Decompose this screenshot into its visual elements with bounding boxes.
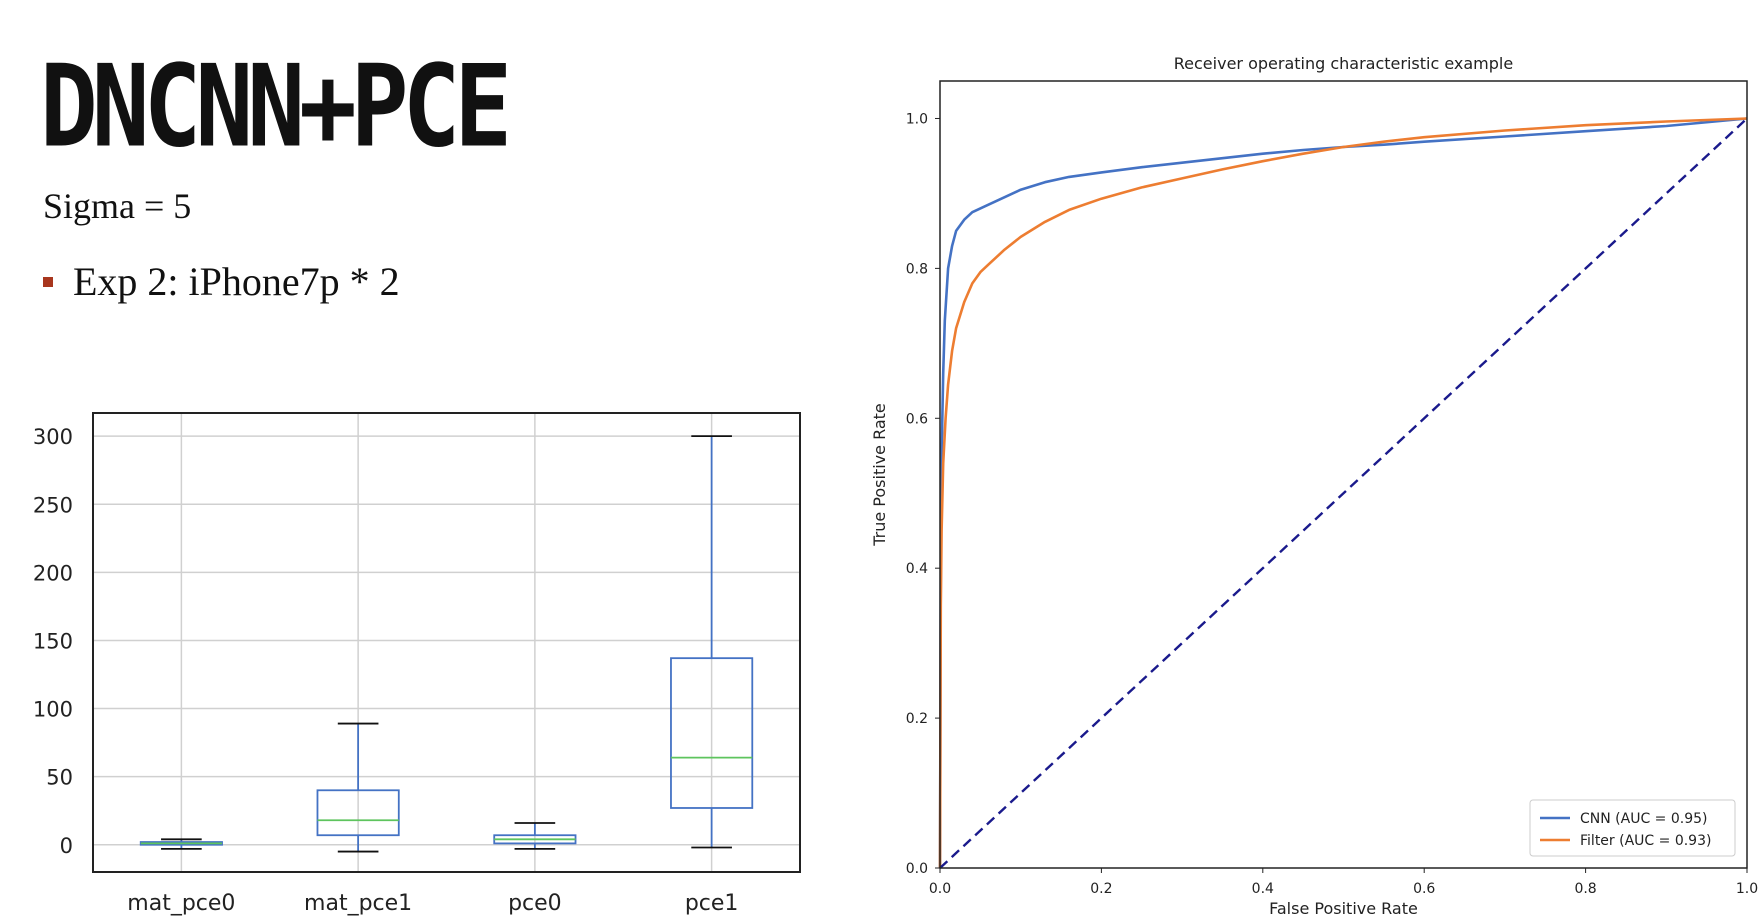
- y-tick-label: 100: [33, 698, 73, 722]
- y-tick-label: 50: [46, 766, 73, 790]
- x-tick-label: 0.0: [929, 881, 951, 897]
- y-tick-label: 0.6: [906, 411, 928, 427]
- y-tick-label: 0.2: [906, 711, 928, 727]
- y-tick-label: 300: [33, 425, 73, 449]
- x-tick-label: mat_pce0: [127, 891, 235, 916]
- series-line: [938, 117, 1748, 869]
- y-tick-label: 0.4: [906, 561, 928, 577]
- y-tick-label: 0.8: [906, 261, 928, 277]
- y-axis-label: True Positive Rate: [870, 403, 889, 547]
- plot-frame: [939, 80, 1748, 869]
- chart-title: Receiver operating characteristic exampl…: [1174, 54, 1513, 73]
- legend-label: CNN (AUC = 0.95): [1580, 811, 1708, 827]
- y-tick-label: 1.0: [906, 111, 928, 127]
- iqr-box: [316, 789, 400, 837]
- slide-title: DNCNN+PCE: [40, 40, 512, 173]
- y-tick-label: 0: [60, 834, 73, 858]
- bullet-square-icon: [43, 276, 53, 287]
- series-line: [938, 117, 1748, 869]
- legend-label: Filter (AUC = 0.93): [1580, 833, 1711, 849]
- legend: CNN (AUC = 0.95) Filter (AUC = 0.93): [1529, 799, 1736, 857]
- legend-box: [1529, 799, 1736, 857]
- chance-line: [939, 117, 1748, 869]
- x-tick-label: pce0: [508, 891, 562, 916]
- x-tick-label: mat_pce1: [304, 891, 412, 916]
- iqr-box: [670, 657, 754, 809]
- x-tick-label: 0.8: [1574, 881, 1596, 897]
- x-tick-label: 0.4: [1252, 881, 1274, 897]
- slide-subtitle: Sigma = 5: [43, 186, 192, 226]
- x-tick-label: 0.2: [1090, 881, 1112, 897]
- plot-frame: [92, 412, 801, 873]
- bullet-item: Exp 2: iPhone7p * 2: [43, 258, 400, 305]
- y-tick-label: 200: [33, 561, 73, 585]
- y-tick-label: 0.0: [906, 861, 928, 877]
- x-axis-label: False Positive Rate: [1269, 899, 1418, 918]
- y-tick-label: 150: [33, 629, 73, 653]
- x-tick-label: pce1: [685, 891, 739, 916]
- box-mat_pce1: [316, 722, 400, 853]
- box-pce0: [493, 822, 577, 850]
- y-tick-label: 250: [33, 493, 73, 517]
- x-tick-label: 1.0: [1736, 881, 1758, 897]
- box-mat_pce0: [139, 838, 223, 850]
- box-pce1: [670, 435, 754, 849]
- bullet-text: Exp 2: iPhone7p * 2: [73, 259, 400, 304]
- x-tick-label: 0.6: [1413, 881, 1435, 897]
